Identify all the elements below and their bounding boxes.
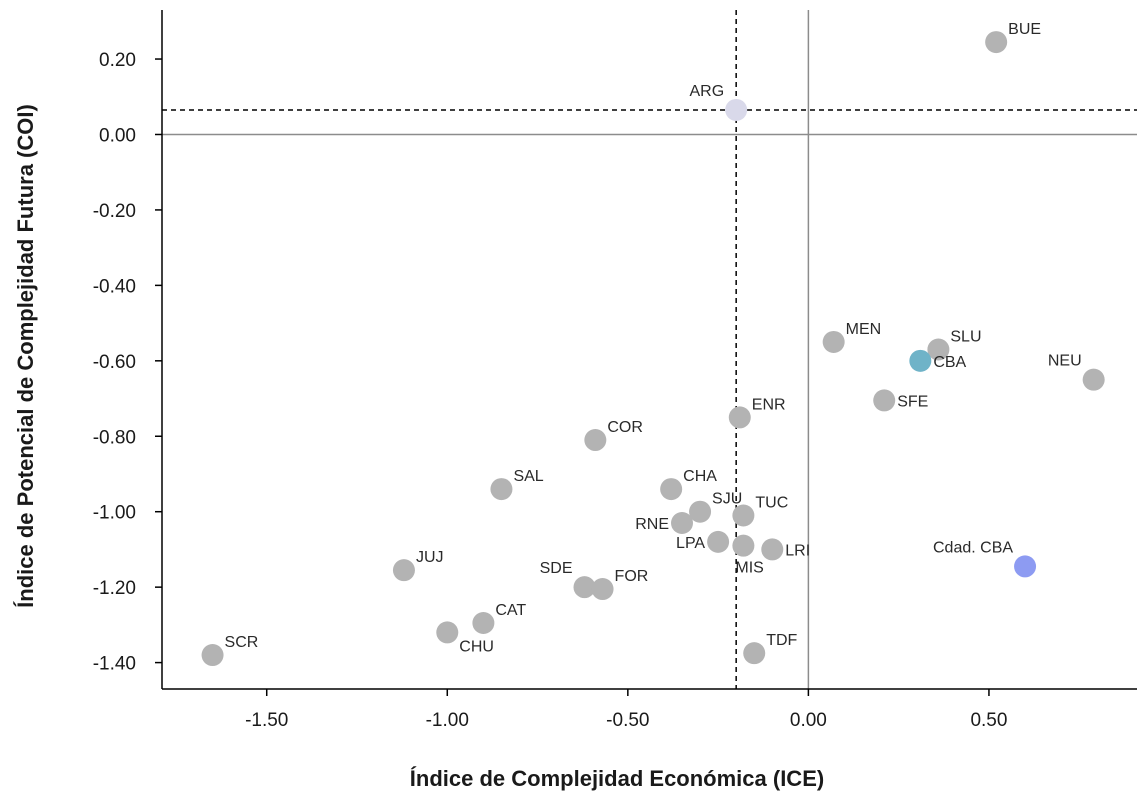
point-lri (761, 538, 784, 561)
point-sal (490, 478, 513, 501)
reference-lines (162, 10, 1137, 689)
point-label-sju: SJU (712, 491, 742, 508)
point-slu (927, 338, 950, 361)
point-label-sde: SDE (540, 560, 573, 577)
point-cha (660, 478, 683, 501)
y-tick-label: -0.60 (93, 352, 136, 373)
x-tick-label: 0.00 (790, 710, 827, 731)
point-label-tuc: TUC (755, 494, 788, 511)
point-label-chu: CHU (459, 638, 494, 655)
point-label-scr: SCR (225, 634, 259, 651)
x-tick-label: -1.50 (245, 710, 288, 731)
y-axis-ticks: 0.20 0.00 -0.20 -0.40 -0.60 -0.80 -1.00 -1.20 -1… (93, 50, 162, 675)
point-chu (436, 621, 459, 644)
data-point-labels: BUE ARG MEN SLU CBA NEU SFE ENR COR SAL CHA SJU TUC R… (225, 21, 1082, 655)
data-points (201, 31, 1105, 667)
point-label-bue: BUE (1008, 21, 1041, 38)
point-label-sfe: SFE (897, 393, 928, 410)
point-label-men: MEN (846, 321, 882, 338)
point-bue (985, 31, 1008, 54)
y-tick-label: -0.20 (93, 201, 136, 222)
point-label-lpa: LPA (676, 535, 705, 552)
point-label-slu: SLU (950, 329, 981, 346)
point-label-rne: RNE (635, 516, 669, 533)
y-axis-title: Índice de Potencial de Complejidad Futur… (13, 104, 38, 608)
point-label-juj: JUJ (416, 549, 444, 566)
point-label-cha: CHA (683, 468, 717, 485)
axes (161, 10, 1137, 690)
point-label-enr: ENR (752, 396, 786, 413)
point-men (822, 330, 845, 353)
point-sju (689, 500, 712, 523)
point-tdf (743, 642, 766, 665)
point-label-cat: CAT (495, 602, 526, 619)
point-lpa (707, 530, 730, 553)
point-cba (909, 349, 932, 372)
x-tick-label: 0.50 (970, 710, 1007, 731)
x-axis-title: Índice de Complejidad Económica (ICE) (410, 766, 824, 791)
point-cat (472, 611, 495, 634)
point-mis (732, 534, 755, 557)
point-cor (584, 429, 607, 452)
point-label-tdf: TDF (766, 632, 797, 649)
x-tick-label: -0.50 (606, 710, 649, 731)
x-tick-label: -1.00 (426, 710, 469, 731)
point-label-neu: NEU (1048, 353, 1082, 370)
point-enr (728, 406, 751, 429)
point-label-cor: COR (607, 419, 643, 436)
y-tick-label: 0.00 (99, 125, 136, 146)
point-arg (725, 98, 748, 121)
point-sde (573, 576, 596, 599)
point-cdad-cba (1014, 555, 1037, 578)
point-label-for: FOR (615, 568, 649, 585)
y-tick-label: -0.80 (93, 427, 136, 448)
point-scr (201, 644, 224, 667)
y-tick-label: -0.40 (93, 276, 136, 297)
point-tuc (732, 504, 755, 527)
y-tick-label: -1.40 (93, 654, 136, 675)
point-neu (1082, 368, 1105, 391)
point-rne (671, 512, 693, 535)
point-label-cdad-cba: Cdad. CBA (933, 539, 1013, 556)
point-label-lri: LRI (785, 542, 810, 559)
y-tick-label: -1.20 (93, 578, 136, 599)
x-axis-ticks: -1.50 -1.00 -0.50 0.00 0.50 (245, 689, 1007, 731)
point-label-arg: ARG (689, 83, 724, 100)
point-label-sal: SAL (513, 468, 543, 485)
point-label-mis: MIS (735, 560, 763, 577)
point-sfe (873, 389, 896, 412)
point-for (591, 578, 614, 601)
y-tick-label: 0.20 (99, 50, 136, 71)
point-juj (392, 559, 415, 582)
y-tick-label: -1.00 (93, 503, 136, 524)
point-label-cba: CBA (933, 354, 966, 371)
